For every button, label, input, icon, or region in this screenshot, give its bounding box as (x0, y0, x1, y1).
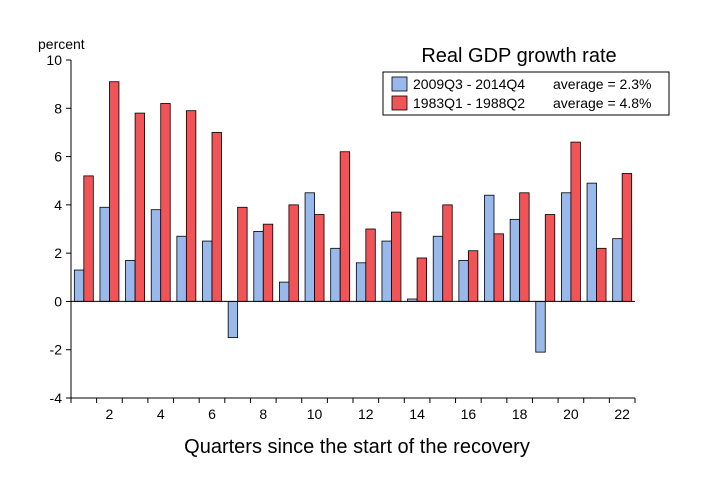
bar-series2-q16 (467, 250, 479, 302)
bar-series2-q12 (365, 228, 376, 302)
x-tick-label: 20 (563, 406, 579, 422)
y-tick-label: 2 (54, 245, 62, 261)
bar-series1-q3 (125, 259, 136, 302)
x-tick-label: 8 (259, 406, 267, 422)
bar-series2-q18 (519, 192, 530, 302)
bar-series2-q5 (185, 110, 197, 302)
x-axis-label: Quarters since the start of the recovery (184, 436, 530, 458)
x-tick-label: 6 (208, 406, 216, 422)
bar-series2-q6 (211, 132, 222, 302)
legend-label-2009: 2009Q3 - 2014Q4 (413, 76, 525, 92)
bar-series1-q17 (484, 194, 495, 302)
bar-series1-q1 (73, 269, 85, 302)
legend-swatch-2009 (391, 76, 408, 92)
bar-series2-q2 (109, 81, 120, 302)
bar-series2-q9 (288, 204, 299, 302)
legend-box (382, 71, 670, 116)
legend-average-1983: average = 4.8% (553, 95, 651, 111)
bar-series2-q8 (262, 223, 274, 302)
bar-series1-q7 (227, 301, 239, 339)
bar-series1-q13 (381, 240, 392, 302)
bar-series1-q18 (509, 218, 521, 302)
bar-series1-q10 (304, 192, 315, 302)
bar-series1-q8 (253, 231, 264, 302)
x-tick-label: 10 (307, 406, 323, 422)
bar-series1-q16 (458, 259, 469, 302)
bar-series2-q22 (621, 173, 633, 302)
y-tick-label: 6 (54, 149, 62, 165)
x-tick-label: 18 (512, 406, 528, 422)
bar-series1-q15 (432, 235, 444, 302)
x-tick-label: 2 (106, 406, 114, 422)
bar-series2-q21 (596, 247, 607, 302)
bar-series1-q6 (202, 240, 213, 302)
bar-series1-q20 (561, 192, 572, 302)
x-tick-label: 4 (157, 406, 165, 422)
bar-series2-q19 (544, 214, 556, 302)
bar-series1-q22 (612, 238, 623, 302)
y-tick-label: 8 (54, 100, 62, 116)
bar-series2-q11 (339, 151, 351, 302)
y-tick-label: 0 (54, 293, 62, 309)
y-tick-label: -4 (50, 390, 63, 406)
y-tick-label: 4 (54, 197, 62, 213)
y-tick-label: -2 (50, 342, 63, 358)
x-tick-label: 16 (461, 406, 477, 422)
bar-series2-q15 (442, 204, 453, 302)
bar-series2-q3 (134, 112, 145, 302)
bar-series1-q4 (150, 209, 162, 302)
bar-series2-q7 (237, 206, 248, 302)
x-tick-label: 22 (614, 406, 630, 422)
legend-swatch-1983 (391, 95, 408, 111)
y-axis-label: percent (38, 36, 85, 52)
bar-series2-q17 (493, 233, 504, 302)
chart-title: Real GDP growth rate (421, 45, 616, 67)
legend-average-2009: average = 2.3% (553, 76, 651, 92)
bar-series2-q14 (416, 257, 427, 302)
bar-series2-q20 (570, 141, 581, 302)
bar-series1-q19 (535, 301, 546, 353)
bar-series1-q12 (355, 262, 367, 302)
x-tick-label: 14 (409, 406, 425, 422)
legend: 2009Q3 - 2014Q4 average = 2.3% 1983Q1 - … (382, 71, 670, 116)
y-ticks: -4 -2 0 2 4 6 8 10 (46, 52, 71, 406)
legend-label-1983: 1983Q1 - 1988Q2 (413, 95, 525, 111)
bar-series1-q2 (99, 206, 110, 302)
bar-series1-q5 (176, 235, 187, 302)
bar-series2-q10 (314, 214, 325, 302)
x-tick-label: 12 (358, 406, 374, 422)
bar-series1-q21 (586, 182, 597, 302)
bar-series2-q13 (391, 211, 402, 302)
bars-layer (73, 81, 633, 353)
bar-series1-q9 (279, 281, 290, 302)
bar-series2-q1 (83, 175, 94, 302)
x-ticks: 2 4 6 8 10 12 14 16 18 20 22 (70, 398, 636, 422)
bar-series1-q11 (330, 247, 341, 302)
y-tick-label: 10 (46, 52, 62, 68)
bar-series2-q4 (160, 103, 171, 302)
